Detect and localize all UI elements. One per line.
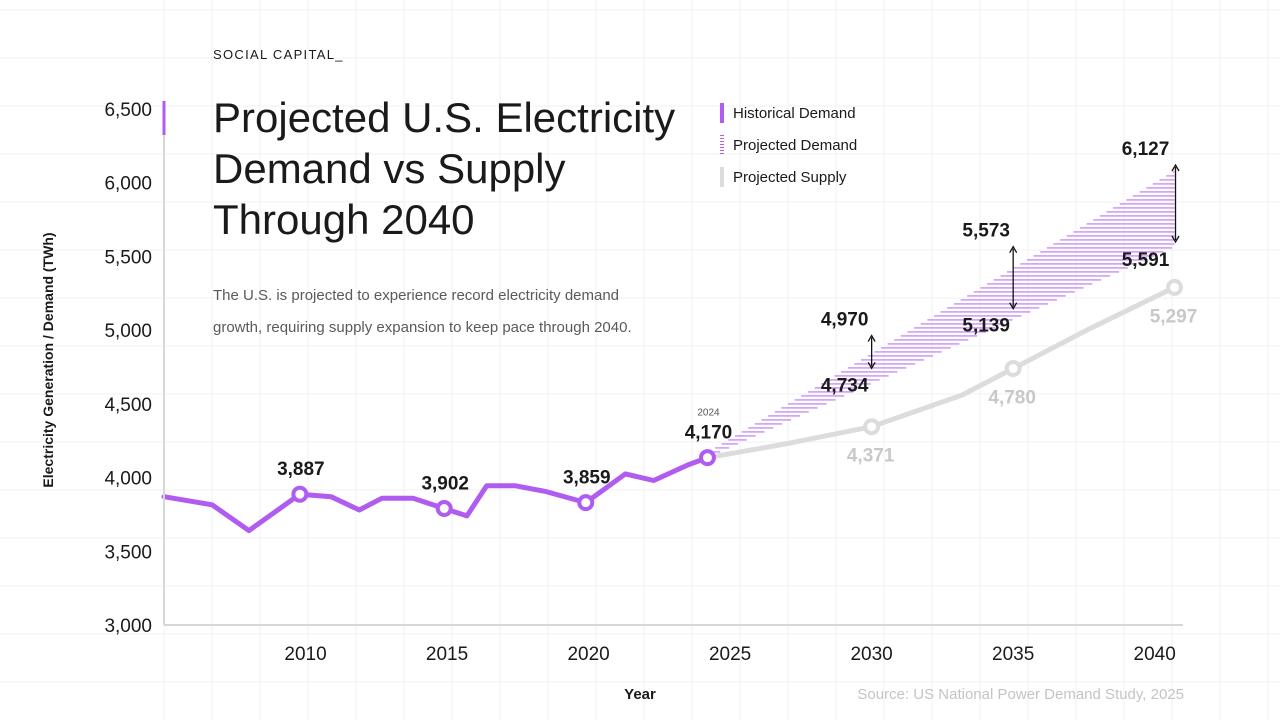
historical-value-label: 3,887 [277, 459, 325, 480]
supply-value-label: 4,371 [847, 446, 895, 467]
historical-demand-line [161, 455, 710, 534]
chart-axes: 3,000 3,500 4,000 4,500 5,000 5,500 6,000 6,500… [40, 100, 1183, 703]
gap-arrowhead-bottom [867, 362, 876, 370]
historical-demand-marker [698, 449, 716, 467]
gap-arrowhead-top [1009, 245, 1018, 253]
legend-swatch-historical [720, 103, 724, 123]
projected-upper-label: 4,970 [821, 310, 869, 331]
projected-lower-label: 4,734 [821, 375, 869, 396]
source-note: Source: US National Power Demand Study, … [857, 686, 1184, 703]
supply-value-label: 4,780 [988, 387, 1036, 408]
chart-markers [291, 163, 1184, 518]
gap-arrowhead-top [1171, 163, 1180, 172]
x-tick-label: 2020 [567, 644, 609, 665]
gap-arrowhead-bottom [1171, 235, 1180, 244]
legend-swatch-supply [720, 167, 724, 187]
historical-value-label: 4,170 [685, 423, 733, 444]
gap-arrowhead-bottom [1009, 302, 1018, 310]
projected-demand-band [707, 171, 1175, 457]
x-tick-label: 2025 [709, 644, 751, 665]
historical-demand-marker [291, 485, 309, 503]
y-tick-label: 5,500 [104, 247, 152, 268]
legend-swatch-projected [720, 135, 724, 155]
projected-upper-label: 5,573 [962, 221, 1010, 242]
projected-supply-marker [1004, 359, 1022, 377]
chart-labels: 3,887 3,902 3,859 4,170 2024 4,371 4,780 5,297 4… [277, 139, 1197, 495]
projected-lower-label: 5,139 [962, 316, 1010, 337]
page-subtitle: The U.S. is projected to experience reco… [213, 287, 632, 336]
projected-upper-label: 6,127 [1122, 139, 1170, 160]
legend-label-projected: Projected Demand [733, 137, 858, 154]
x-tick-label: 2040 [1134, 644, 1176, 665]
x-tick-label: 2035 [992, 644, 1034, 665]
historical-demand-marker [577, 494, 595, 512]
page-title: Projected U.S. Electricity Demand vs Sup… [213, 94, 676, 243]
legend-label-historical: Historical Demand [733, 105, 856, 122]
projected-supply-marker [1166, 278, 1184, 296]
projected-supply-line [705, 284, 1177, 461]
y-tick-label: 6,500 [104, 100, 152, 121]
y-tick-label: 4,500 [104, 395, 152, 416]
brand-logo: SOCIAL CAPITAL_ [213, 47, 344, 62]
chart-lines [161, 284, 1177, 534]
gap-arrowhead-top [867, 334, 876, 342]
y-tick-label: 3,000 [104, 616, 152, 637]
y-tick-label: 5,000 [104, 321, 152, 342]
historical-value-label: 3,859 [563, 468, 611, 489]
x-tick-label: 2030 [850, 644, 892, 665]
supply-value-label: 5,297 [1150, 306, 1198, 327]
projected-lower-label: 5,591 [1122, 250, 1170, 271]
historical-value-label: 3,902 [421, 474, 469, 495]
y-tick-label: 4,000 [104, 469, 152, 490]
historical-demand-marker [435, 500, 453, 518]
y-tick-label: 6,000 [104, 174, 152, 195]
y-axis-title: Electricity Generation / Demand (TWh) [40, 232, 56, 487]
projected-supply-marker [863, 418, 881, 436]
x-tick-label: 2010 [284, 644, 326, 665]
y-tick-label: 3,500 [104, 542, 152, 563]
historical-year-note: 2024 [697, 408, 720, 419]
x-axis-title: Year [624, 686, 656, 703]
legend-label-supply: Projected Supply [733, 169, 847, 186]
x-tick-label: 2015 [426, 644, 468, 665]
